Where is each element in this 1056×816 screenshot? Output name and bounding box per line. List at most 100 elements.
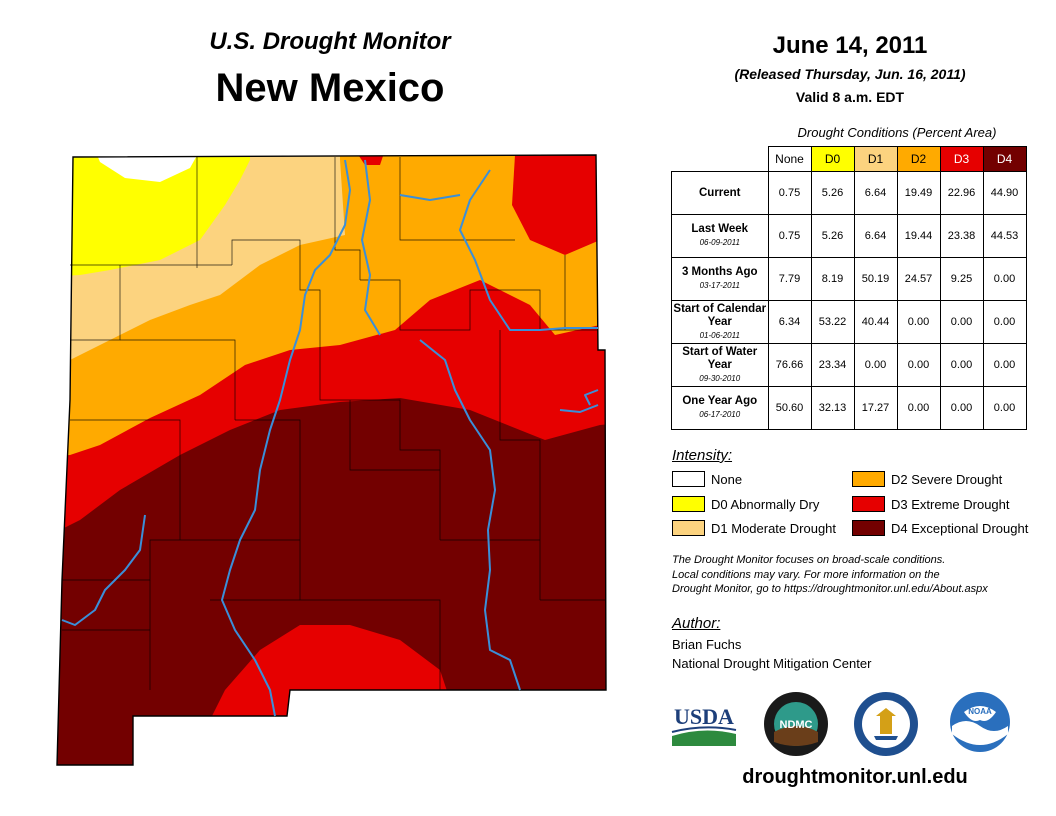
release-date: (Released Thursday, Jun. 16, 2011)	[734, 66, 966, 82]
table-cell: 0.00	[896, 343, 941, 387]
table-row: 3 Months Ago 03-17-2011 7.79 8.19 50.19 2…	[671, 257, 1027, 301]
map-date: June 14, 2011	[772, 32, 928, 59]
table-cell: 19.44	[896, 214, 941, 258]
table-cell: 0.75	[767, 214, 812, 258]
no-drought-area	[95, 155, 200, 182]
table-row: Start of Water Year 09-30-2010 76.66 23.3…	[671, 343, 1027, 387]
table-cell: 0.00	[939, 386, 984, 430]
table-cell: 76.66	[767, 343, 812, 387]
table-cell: 40.44	[853, 300, 898, 344]
table-row: One Year Ago 06-17-2010 50.60 32.13 17.27…	[671, 386, 1027, 430]
ndmc-logo-text: NDMC	[780, 719, 813, 731]
map-subtitle: U.S. Drought Monitor	[209, 28, 451, 55]
row-label-text: Last Week	[691, 223, 749, 235]
author-heading: Author:	[672, 615, 721, 632]
table-cell: 0.75	[767, 171, 812, 215]
legend-swatch	[672, 471, 705, 487]
table-cell: 32.13	[810, 386, 855, 430]
row-label: Start of Water Year 09-30-2010	[671, 343, 769, 387]
note-line: Drought Monitor, go to https://droughtmo…	[672, 583, 988, 595]
table-row: Current 0.75 5.26 6.64 19.49 22.96 44.90	[671, 171, 1027, 215]
table-cell: 0.00	[982, 257, 1027, 301]
commerce-logo	[854, 692, 918, 756]
noaa-logo-text: NOAA	[968, 707, 992, 716]
d3-north-area	[355, 155, 385, 165]
table-cell: 19.49	[896, 171, 941, 215]
table-cell: 23.34	[810, 343, 855, 387]
usda-logo-text: USDA	[674, 704, 734, 729]
row-date: 03-17-2011	[699, 281, 740, 290]
table-corner	[672, 147, 769, 172]
legend-heading: Intensity:	[672, 447, 733, 464]
table-cell: 0.00	[896, 386, 941, 430]
row-date: 09-30-2010	[699, 373, 741, 383]
table-cell: 0.00	[982, 343, 1027, 387]
table-caption: Drought Conditions (Percent Area)	[797, 125, 997, 140]
legend-label: D4 Exceptional Drought	[891, 520, 1029, 536]
table-cell: 7.79	[767, 257, 812, 301]
noaa-logo: NOAA	[950, 692, 1010, 752]
table-cell: 6.64	[853, 214, 898, 258]
table-cell: 0.00	[853, 343, 898, 387]
author-name: Brian Fuchs	[672, 637, 742, 652]
table-row: Last Week 06-09-2011 0.75 5.26 6.64 19.44…	[671, 214, 1027, 258]
legend-swatch	[852, 520, 885, 536]
row-label: Start of Calendar Year 01-06-2011	[671, 300, 769, 344]
legend-label: D1 Moderate Drought	[711, 520, 837, 536]
legend-item-d3: D3 Extreme Drought	[852, 496, 1010, 512]
author-organization: National Drought Mitigation Center	[672, 656, 872, 671]
column-header-d0: D0	[810, 146, 855, 172]
new-mexico-drought-map	[56, 154, 607, 766]
row-label: 3 Months Ago 03-17-2011	[671, 257, 769, 301]
map-title: New Mexico	[215, 66, 445, 110]
row-date: 06-17-2010	[699, 410, 741, 419]
table-cell: 5.26	[810, 171, 855, 215]
legend-item-d0: D0 Abnormally Dry	[672, 496, 819, 512]
row-label: Current	[671, 171, 769, 215]
legend-item-d4: D4 Exceptional Drought	[852, 520, 1028, 536]
disclaimer-note: The Drought Monitor focuses on broad-sca…	[672, 553, 1032, 597]
legend-label: None	[711, 471, 743, 487]
ndmc-logo: NDMC	[764, 692, 828, 756]
legend-swatch	[672, 520, 705, 536]
table-cell: 22.96	[939, 171, 984, 215]
table-cell: 9.25	[939, 257, 984, 301]
website-url[interactable]: droughtmonitor.unl.edu	[742, 766, 968, 788]
valid-time: Valid 8 a.m. EDT	[795, 89, 905, 105]
table-cell: 17.27	[853, 386, 898, 430]
table-cell: 0.00	[896, 300, 941, 344]
county-lines	[62, 157, 606, 690]
row-label: One Year Ago 06-17-2010	[671, 386, 769, 430]
table-cell: 0.00	[982, 300, 1027, 344]
usda-logo: USDA	[671, 704, 737, 746]
table-cell: 8.19	[810, 257, 855, 301]
row-label-text: 3 Months Ago	[681, 266, 758, 278]
legend-swatch	[672, 496, 705, 512]
legend-label: D0 Abnormally Dry	[711, 496, 820, 512]
row-label-text: Start of Calendar Year	[673, 302, 767, 328]
table-cell: 5.26	[810, 214, 855, 258]
legend-item-d2: D2 Severe Drought	[852, 471, 1002, 487]
column-header-d4: D4	[982, 146, 1027, 172]
table-cell: 0.00	[982, 386, 1027, 430]
legend-swatch	[852, 496, 885, 512]
table-cell: 50.19	[853, 257, 898, 301]
column-header-d3: D3	[939, 146, 984, 172]
rivers	[61, 159, 599, 717]
table-cell: 0.00	[939, 300, 984, 344]
row-label-text: Start of Water Year	[682, 345, 758, 371]
column-header-d1: D1	[853, 146, 898, 172]
row-label-text: Current	[698, 186, 741, 199]
row-date: 06-09-2011	[699, 238, 740, 247]
legend-item-d1: D1 Moderate Drought	[672, 520, 836, 536]
state-outline	[56, 154, 607, 766]
table-cell: 50.60	[767, 386, 812, 430]
d3-northeast-area	[512, 155, 600, 255]
row-date: 01-06-2011	[699, 330, 740, 340]
legend-label: D3 Extreme Drought	[891, 496, 1010, 512]
table-cell: 23.38	[939, 214, 984, 258]
table-cell: 24.57	[896, 257, 941, 301]
row-label-text: One Year Ago	[682, 395, 758, 407]
table-cell: 0.00	[939, 343, 984, 387]
note-line: Local conditions may vary. For more info…	[672, 568, 940, 581]
